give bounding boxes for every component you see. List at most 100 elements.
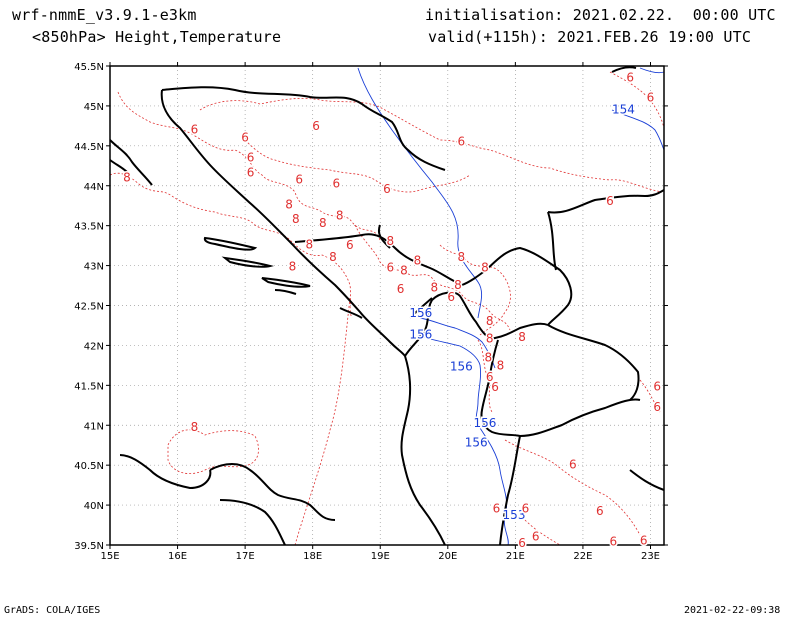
temperature-contour-label: 6 — [493, 502, 501, 516]
temperature-contour-line — [244, 139, 471, 193]
x-tick-label: 16E — [168, 551, 187, 562]
y-tick-label: 45.5N — [74, 62, 104, 73]
coastlines-and-borders — [109, 66, 665, 546]
temperature-contour-label: 8 — [430, 280, 438, 294]
x-tick-label: 17E — [236, 551, 255, 562]
height-contour-line — [419, 317, 496, 369]
temperature-contour-label: 6 — [626, 70, 634, 84]
temperature-contour-label: 8 — [485, 351, 493, 365]
y-tick-label: 40.5N — [74, 461, 104, 472]
temperature-contour-label: 6 — [312, 119, 320, 133]
height-contour-line — [417, 334, 481, 426]
island — [203, 236, 258, 251]
field-title: <850hPa> Height,Temperature — [32, 28, 282, 46]
border-line — [109, 139, 153, 186]
temperature-contour-label: 6 — [247, 165, 255, 179]
init-time: initialisation: 2021.02.22. 00:00 UTC — [425, 6, 776, 24]
border-line — [404, 291, 549, 357]
border-line — [400, 355, 446, 546]
x-tick-label: 20E — [438, 551, 457, 562]
border-line — [160, 89, 406, 357]
temperature-contour-label: 8 — [329, 250, 337, 264]
temperature-contour-label: 8 — [319, 216, 327, 230]
island — [261, 277, 311, 288]
temperature-contour-label: 6 — [647, 90, 655, 104]
temperature-contour-label: 8 — [486, 332, 494, 346]
temperature-contour-label: 8 — [285, 197, 293, 211]
temperature-contour-label: 6 — [247, 150, 255, 164]
temperature-contour-label: 8 — [486, 314, 494, 328]
footer-credit: GrADS: COLA/IGES — [4, 605, 101, 616]
y-tick-label: 43.5N — [74, 222, 104, 233]
border-line — [629, 469, 665, 491]
border-line — [611, 66, 637, 73]
y-tick-label: 42N — [84, 341, 104, 352]
border-line — [294, 233, 463, 286]
x-tick-label: 21E — [506, 551, 525, 562]
temperature-contour-label: 8 — [454, 278, 462, 292]
lat-lon-grid — [110, 66, 664, 545]
height-contour-label: 156 — [409, 306, 432, 320]
border-line — [461, 246, 573, 326]
y-tick-label: 41N — [84, 421, 104, 432]
border-line — [480, 339, 641, 438]
temperature-contours — [109, 71, 665, 546]
temperature-contour-label: 6 — [457, 134, 465, 148]
temperature-contour-line — [294, 297, 351, 546]
border-line — [119, 454, 212, 490]
x-axis-ticks: 15E 16E 17E 18E 19E 20E 21E 22E 23E — [100, 62, 660, 562]
y-tick-label: 44.5N — [74, 142, 104, 153]
height-contour-line — [357, 67, 483, 319]
y-tick-label: 43N — [84, 262, 104, 273]
border-line — [219, 499, 286, 546]
border-line — [547, 189, 665, 214]
valid-time: valid(+115h): 2021.FEB.26 19:00 UTC — [428, 28, 752, 46]
temperature-contour-label: 6 — [383, 182, 391, 196]
temperature-contour-label: 8 — [400, 264, 408, 278]
temperature-contour-label: 6 — [241, 130, 249, 144]
temperature-contour-label: 8 — [123, 170, 131, 184]
x-tick-label: 15E — [100, 551, 119, 562]
y-tick-label: 44N — [84, 182, 104, 193]
height-contour-label: 156 — [474, 416, 497, 430]
y-tick-label: 45N — [84, 102, 104, 113]
temperature-contour-label: 6 — [596, 504, 604, 518]
temperature-contour-line — [199, 97, 663, 193]
temperature-contour-line — [609, 71, 665, 129]
temperature-contour-label: 6 — [333, 177, 341, 191]
temperature-contour-label: 6 — [522, 502, 530, 516]
height-contour-line — [611, 109, 665, 151]
temperature-contour-label: 6 — [569, 458, 577, 472]
height-contours — [357, 67, 665, 546]
height-contour-label: 154 — [612, 102, 635, 116]
y-tick-label: 42.5N — [74, 302, 104, 313]
model-title: wrf-nmmE_v3.9.1-e3km — [12, 6, 197, 24]
temperature-contour-label: 6 — [610, 534, 618, 548]
temperature-contour-label: 6 — [653, 400, 661, 414]
temperature-contour-label: 6 — [447, 290, 455, 304]
temperature-contour-line — [504, 439, 641, 536]
temperature-contour-label: 6 — [397, 282, 405, 296]
x-tick-label: 22E — [573, 551, 592, 562]
y-tick-label: 39.5N — [74, 541, 104, 552]
temperature-contour-label: 6 — [387, 260, 395, 274]
temperature-contour-label: 8 — [289, 260, 297, 274]
border-line — [209, 463, 336, 521]
height-contour-line — [639, 67, 665, 74]
temperature-contour-label: 8 — [191, 420, 199, 434]
height-contour-label: 156 — [465, 435, 488, 449]
temperature-contour-label: 6 — [191, 122, 199, 136]
border-line — [161, 86, 446, 171]
temperature-contour-label: 8 — [305, 237, 313, 251]
temperature-contour-label: 8 — [518, 330, 526, 344]
border-line — [499, 435, 521, 546]
footer-timestamp: 2021-02-22-09:38 — [684, 605, 781, 616]
temperature-contour-label: 6 — [606, 194, 614, 208]
temperature-contour-line — [117, 91, 381, 241]
height-contour-line — [477, 424, 509, 546]
x-tick-label: 19E — [371, 551, 390, 562]
temperature-contour-label: 6 — [346, 238, 354, 252]
temperature-contour-line — [354, 224, 511, 331]
